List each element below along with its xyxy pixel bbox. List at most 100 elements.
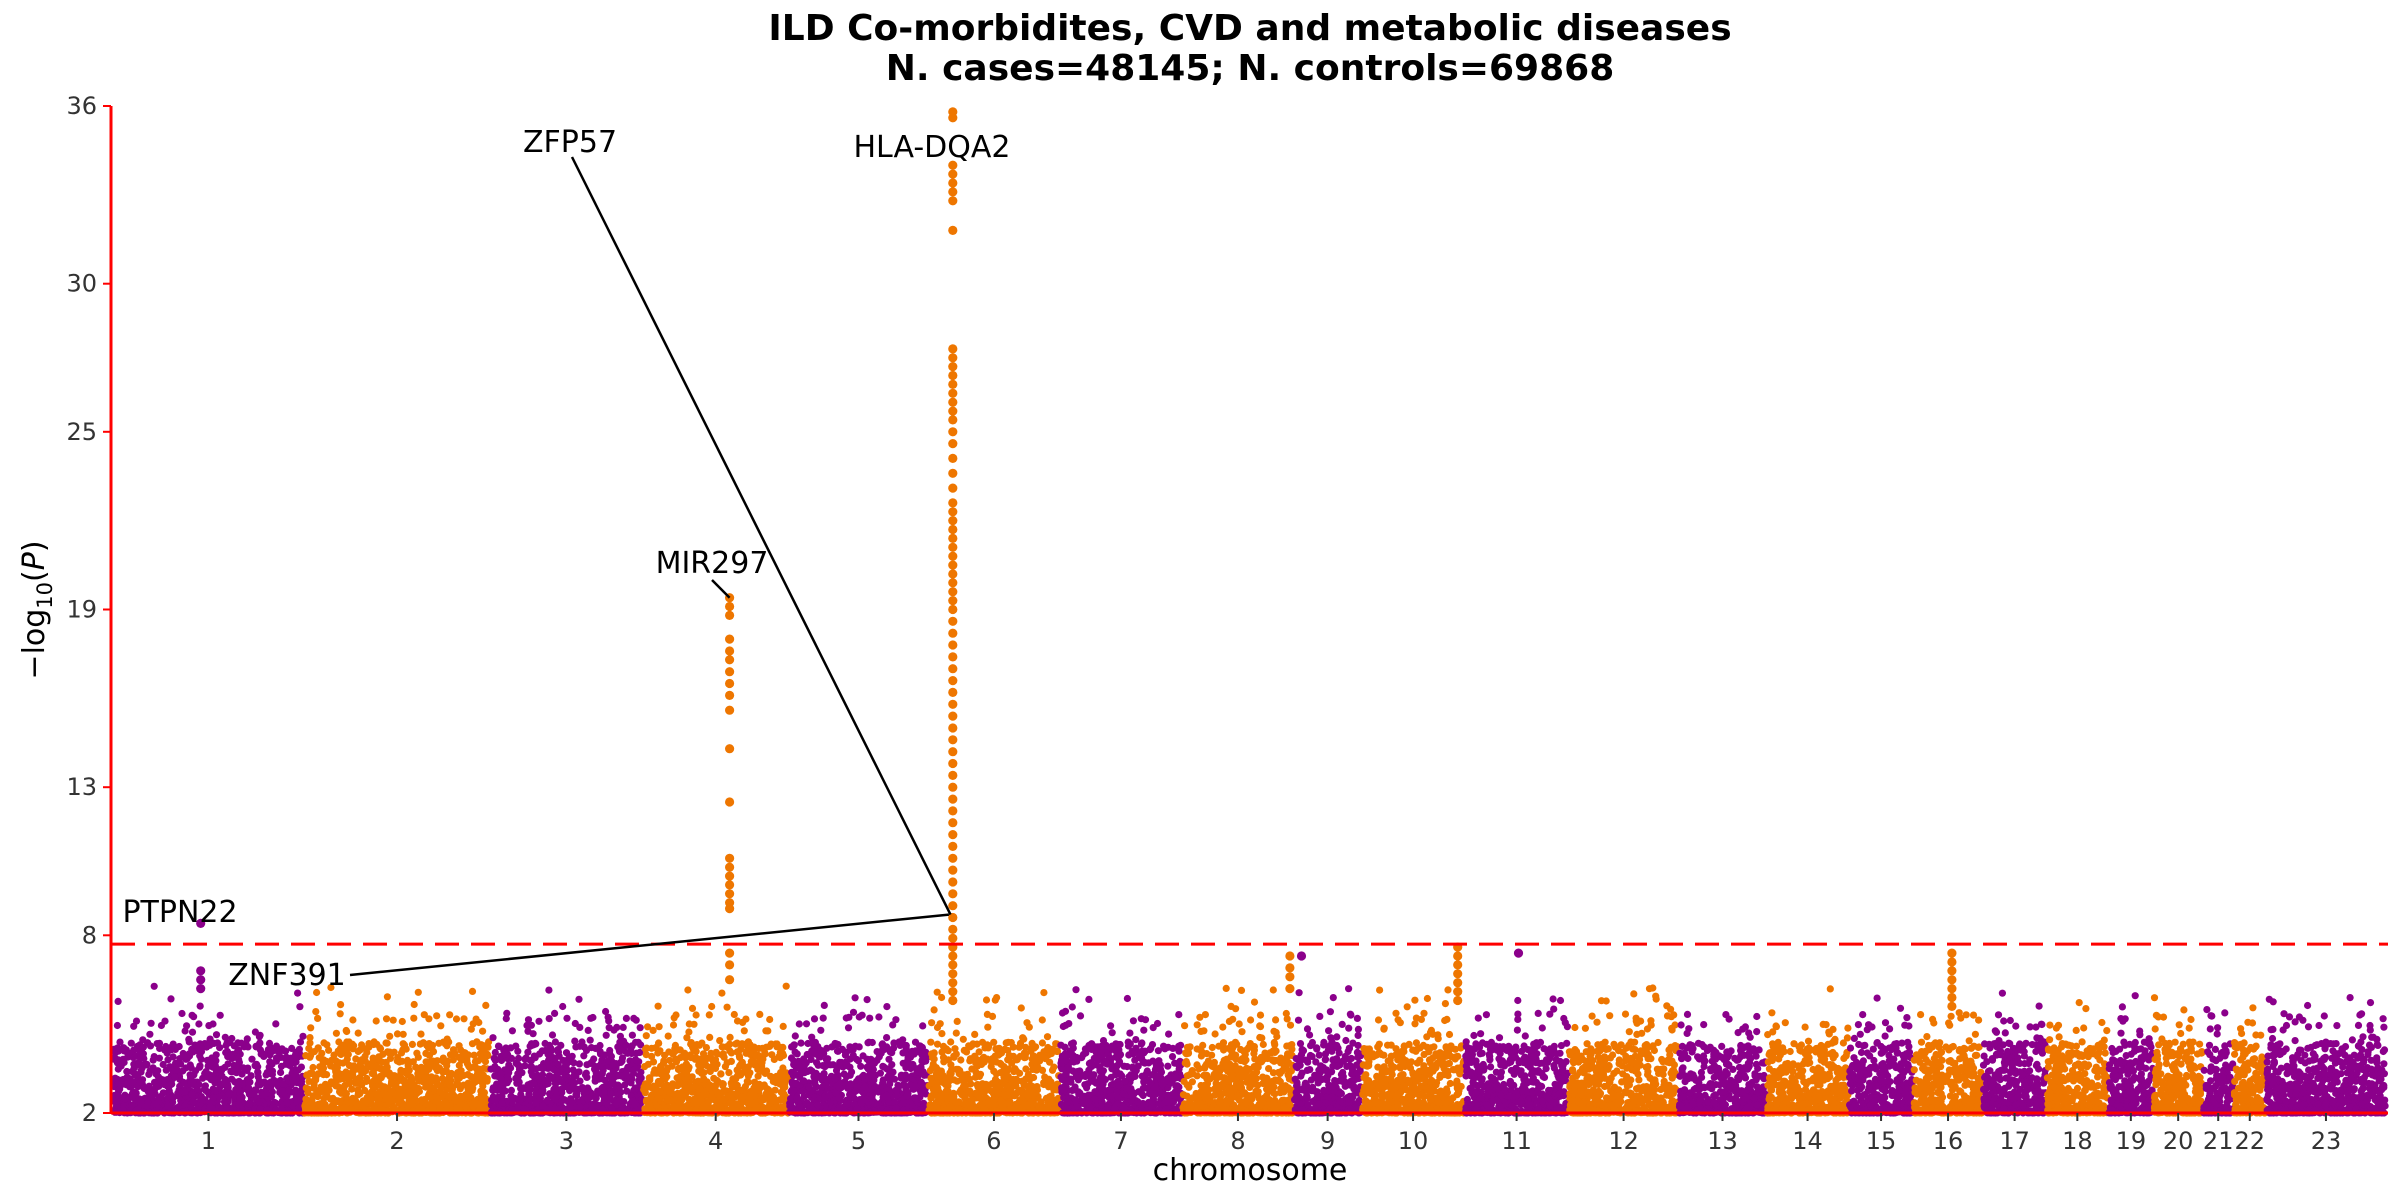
snp-point — [791, 1032, 799, 1040]
snp-point — [449, 1046, 458, 1054]
snp-point — [875, 1013, 883, 1021]
snp-point — [277, 1068, 285, 1077]
snp-point — [255, 1033, 263, 1041]
snp-point — [354, 1029, 362, 1037]
snp-point — [347, 1099, 356, 1107]
snp-point — [788, 1068, 796, 1076]
snp-point — [817, 1026, 825, 1034]
snp-point — [372, 1017, 380, 1025]
snp-point — [457, 1056, 466, 1064]
snp-point — [845, 1013, 853, 1021]
snp-point — [537, 1088, 545, 1096]
snp-point — [162, 1046, 170, 1054]
snp-point — [709, 1058, 718, 1066]
snp-point — [661, 1083, 669, 1091]
snp-point — [127, 1039, 135, 1047]
snp-point — [390, 1048, 398, 1056]
snp-point — [306, 1034, 314, 1042]
snp-point — [902, 1071, 910, 1079]
snp-point — [491, 1048, 499, 1057]
snp-point — [699, 1050, 708, 1058]
snp-point — [198, 1096, 206, 1104]
snp-point — [254, 1069, 262, 1077]
snp-point — [771, 1086, 779, 1094]
snp-point — [461, 1049, 469, 1057]
snp-point — [793, 1094, 801, 1103]
snp-point — [584, 1026, 592, 1034]
snp-point — [312, 1008, 320, 1016]
snp-point — [321, 1080, 330, 1088]
snp-point — [749, 1086, 758, 1094]
snp-point — [900, 1081, 908, 1089]
snp-point — [266, 1068, 274, 1076]
snp-point — [137, 1097, 145, 1106]
snp-point — [464, 1071, 472, 1079]
snp-point — [167, 995, 175, 1003]
snp-point — [467, 1025, 475, 1033]
snp-point — [514, 1047, 522, 1055]
snp-point — [616, 1038, 624, 1046]
snp-point — [641, 1063, 649, 1071]
snp-point — [541, 1076, 549, 1084]
snp-point — [441, 1098, 449, 1106]
snp-point — [320, 1094, 328, 1103]
snp-point — [782, 982, 790, 990]
snp-point — [800, 1077, 808, 1085]
snp-point — [670, 1102, 678, 1110]
snp-point — [135, 1060, 143, 1068]
snp-point — [526, 1056, 534, 1065]
snp-point — [288, 1044, 296, 1052]
snp-point — [228, 1054, 236, 1063]
snp-point — [518, 1085, 526, 1093]
snp-point — [154, 1067, 162, 1075]
snp-point — [179, 1067, 187, 1075]
snp-point — [116, 1038, 124, 1046]
snp-point — [740, 1027, 748, 1035]
snp-point — [216, 1011, 224, 1019]
snp-point — [425, 1040, 433, 1048]
snp-point — [910, 1050, 918, 1058]
snp-point — [309, 1104, 317, 1112]
snp-point — [606, 1094, 614, 1103]
snp-point — [726, 1033, 734, 1041]
snp-point — [614, 1098, 622, 1106]
snp-point — [204, 1073, 212, 1081]
snp-point — [437, 1022, 445, 1030]
snp-point — [917, 1087, 926, 1095]
snp-point — [144, 1099, 152, 1107]
snp-point — [322, 1057, 330, 1065]
snp-point — [575, 1060, 584, 1068]
snp-point — [744, 1038, 753, 1046]
snp-point — [554, 1046, 562, 1054]
snp-point — [769, 1093, 778, 1101]
snp-point — [404, 1071, 412, 1079]
snp-point — [648, 1044, 656, 1052]
snp-point — [386, 1032, 394, 1040]
snp-point — [632, 1016, 640, 1024]
snp-point — [857, 1099, 865, 1107]
snp-point — [1005, 1054, 1014, 1062]
snp-point — [145, 1082, 153, 1090]
snp-point — [323, 1071, 331, 1079]
snp-point — [694, 1077, 702, 1085]
snp-point — [417, 1030, 425, 1038]
snp-point — [332, 1068, 340, 1076]
snp-point — [212, 1031, 221, 1039]
snp-point — [918, 1056, 926, 1064]
snp-point — [576, 1023, 584, 1031]
snp-point — [874, 1088, 882, 1096]
snp-point — [138, 1076, 147, 1084]
snp-point — [674, 1089, 682, 1098]
snp-point — [720, 1053, 728, 1061]
snp-point — [727, 1057, 736, 1065]
snp-point — [580, 1043, 588, 1051]
snp-point — [399, 1030, 407, 1038]
snp-point — [345, 1040, 353, 1048]
snp-point — [857, 1062, 865, 1070]
snp-point — [310, 1084, 318, 1092]
snp-point — [501, 1087, 509, 1095]
snp-point — [670, 1014, 678, 1022]
snp-point — [214, 1075, 222, 1083]
snp-point — [425, 1101, 433, 1109]
